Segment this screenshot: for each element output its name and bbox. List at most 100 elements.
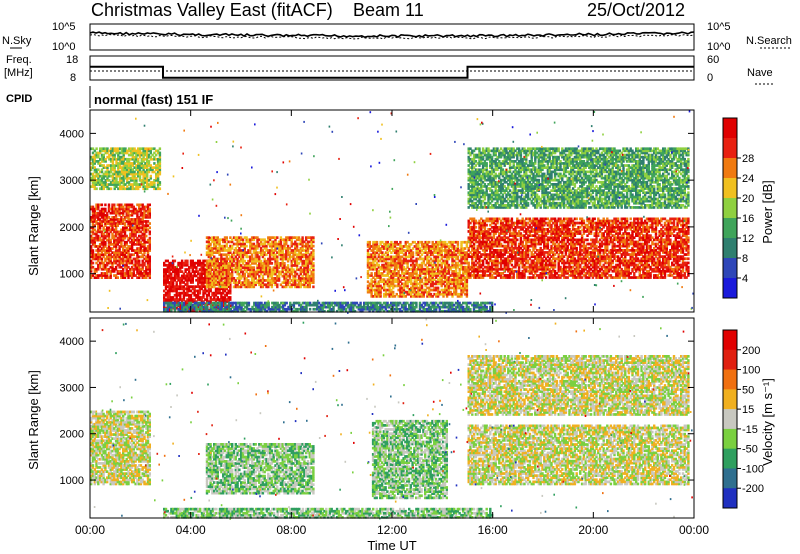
- heatmap-cell: [460, 259, 463, 263]
- heatmap-cell: [186, 300, 189, 303]
- heatmap-cell: [465, 307, 468, 311]
- heatmap-cell: [265, 259, 268, 263]
- heatmap-cell: [220, 272, 223, 276]
- heatmap-cell: [308, 259, 311, 263]
- heatmap-cell: [388, 265, 391, 269]
- heatmap-cell: [205, 240, 209, 244]
- heatmap-cell: [411, 261, 415, 265]
- heatmap-cell: [130, 267, 134, 271]
- heatmap-cell: [368, 282, 371, 286]
- heatmap-cell: [236, 262, 239, 265]
- heatmap-cell: [177, 307, 180, 311]
- heatmap-cell: [254, 283, 257, 287]
- heatmap-cell: [295, 268, 299, 272]
- heatmap-cell: [490, 221, 494, 225]
- heatmap-cell: [445, 305, 449, 309]
- heatmap-cell: [195, 270, 198, 273]
- heatmap-cell: [265, 309, 269, 313]
- heatmap-cell: [118, 265, 121, 269]
- heatmap-cell: [288, 257, 292, 261]
- heatmap-cell: [114, 213, 118, 217]
- heatmap-cell: [490, 255, 494, 258]
- heatmap-cell: [199, 307, 202, 311]
- heatmap-cell: [404, 309, 407, 313]
- heatmap-cell: [286, 266, 290, 269]
- heatmap-cell: [98, 265, 102, 269]
- heatmap-cell: [214, 262, 218, 265]
- heatmap-cell: [204, 281, 207, 284]
- heatmap-cell: [458, 267, 461, 271]
- heatmap-cell: [243, 251, 246, 254]
- heatmap-cell: [166, 296, 169, 299]
- heatmap-cell: [265, 249, 268, 252]
- heatmap-cell: [415, 259, 418, 263]
- heatmap-cell: [400, 309, 404, 313]
- heatmap-cell: [312, 281, 315, 284]
- heatmap-cell: [297, 268, 301, 272]
- heatmap-cell: [451, 292, 454, 296]
- heatmap-cell: [138, 203, 141, 207]
- heatmap-cell: [442, 274, 445, 277]
- heatmap-cell: [173, 285, 177, 288]
- heatmap-cell: [274, 309, 278, 313]
- heatmap-cell: [281, 259, 284, 263]
- heatmap-cell: [444, 261, 447, 265]
- heatmap-cell: [197, 301, 200, 305]
- heatmap-cell: [344, 309, 348, 313]
- noise-left-tick-top: 10^5: [52, 21, 76, 33]
- heatmap-cell: [489, 309, 492, 313]
- heatmap-cell: [494, 276, 497, 279]
- heatmap-cell: [498, 244, 501, 248]
- heatmap-cell: [102, 261, 105, 265]
- heatmap-cell: [395, 280, 398, 284]
- heatmap-cell: [454, 280, 458, 284]
- heatmap-cell: [180, 291, 184, 295]
- heatmap-cell: [171, 259, 175, 263]
- heatmap-cell: [494, 251, 497, 254]
- heatmap-cell: [211, 257, 214, 261]
- heatmap-cell: [122, 249, 125, 252]
- heatmap-cell: [200, 303, 204, 307]
- heatmap-cell: [422, 295, 425, 298]
- heatmap-cell: [288, 238, 292, 242]
- heatmap-cell: [100, 213, 104, 217]
- heatmap-cell: [386, 280, 389, 284]
- heatmap-cell: [433, 274, 436, 277]
- heatmap-cell: [442, 272, 445, 275]
- heatmap-cell: [188, 289, 191, 293]
- heatmap-cell: [231, 238, 234, 242]
- heatmap-cell: [288, 270, 292, 274]
- heatmap-cell: [377, 301, 380, 305]
- heatmap-cell: [480, 301, 483, 305]
- heatmap-cell: [170, 274, 173, 278]
- heatmap-cell: [205, 293, 209, 297]
- heatmap-cell: [205, 262, 209, 265]
- heatmap-cell: [292, 270, 295, 274]
- heatmap-cell: [90, 247, 93, 250]
- heatmap-cell: [431, 253, 434, 257]
- heatmap-cell: [415, 278, 418, 281]
- heatmap-cell: [440, 305, 443, 309]
- heatmap-cell: [305, 255, 308, 259]
- heatmap-cell: [379, 292, 382, 296]
- heatmap-cell: [132, 232, 135, 236]
- heatmap-cell: [136, 218, 139, 221]
- heatmap-cell: [505, 261, 508, 265]
- heatmap-cell: [372, 257, 375, 261]
- heatmap-cell: [436, 292, 440, 296]
- heatmap-cell: [415, 305, 418, 309]
- heatmap-cell: [186, 261, 189, 265]
- heatmap-cell: [265, 279, 268, 282]
- heatmap-cell: [164, 287, 168, 291]
- heatmap-cell: [98, 220, 102, 223]
- heatmap-cell: [179, 296, 182, 299]
- heatmap-cell: [411, 290, 415, 294]
- heatmap-cell: [195, 309, 198, 313]
- heatmap-cell: [406, 278, 409, 281]
- heatmap-cell: [454, 309, 458, 313]
- heatmap-cell: [428, 240, 431, 244]
- heatmap-cell: [102, 228, 105, 232]
- heatmap-cell: [259, 247, 263, 250]
- heatmap-cell: [383, 284, 386, 288]
- heatmap-cell: [316, 303, 319, 307]
